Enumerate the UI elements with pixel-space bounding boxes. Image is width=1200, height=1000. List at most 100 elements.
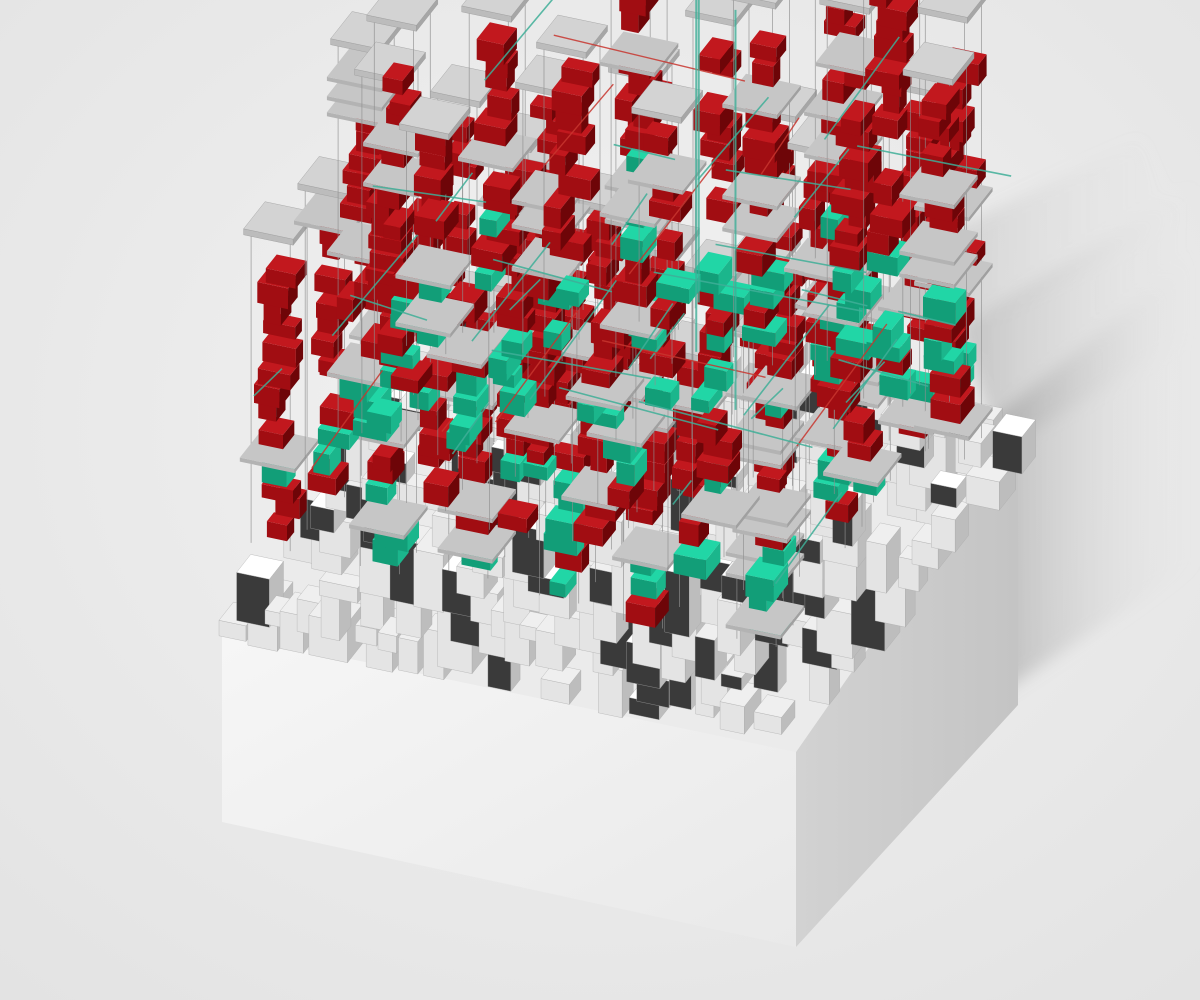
teal-module-right-face	[561, 323, 571, 351]
floor-slab-right-face	[954, 254, 978, 289]
red-module-left-face	[263, 301, 281, 326]
floor-slab-top-face	[349, 494, 428, 536]
red-module-right-face	[560, 191, 575, 230]
tower-stack	[899, 41, 978, 402]
red-module-right-face	[966, 298, 975, 330]
teal-module-right-face	[670, 381, 680, 411]
teal-module	[549, 567, 577, 598]
floor-slab-top-face	[722, 165, 801, 207]
roof-slab	[398, 96, 471, 141]
red-module-right-face	[444, 203, 459, 241]
teal-walkway	[653, 271, 863, 312]
red-module-left-face	[619, 0, 646, 17]
teal-module-left-face	[616, 461, 635, 487]
floor-slab-left-face	[586, 432, 642, 448]
red-module-right-face	[548, 380, 557, 409]
red-module-right-face	[791, 284, 801, 317]
red-module-right-face	[963, 107, 975, 143]
floor-slab-left-face	[326, 372, 382, 388]
red-module-right-face	[436, 398, 447, 431]
red-module-left-face	[257, 282, 289, 310]
red-module-left-face	[497, 513, 527, 534]
floor-slab-left-face	[326, 112, 382, 128]
red-module-left-face	[643, 133, 669, 157]
red-module-right-face	[392, 451, 405, 485]
red-module	[831, 178, 876, 219]
roof-slab-top-face	[366, 0, 437, 26]
red-module	[650, 292, 682, 331]
floor-slab-left-face	[565, 395, 621, 411]
red-module	[414, 197, 459, 241]
red-module-left-face	[869, 214, 903, 239]
red-module	[840, 99, 875, 137]
red-module-right-face	[978, 54, 987, 87]
red-module-left-face	[866, 231, 889, 256]
red-module-right-face	[583, 234, 592, 262]
base-right-face	[796, 433, 1018, 947]
red-module-top-face	[262, 332, 304, 349]
floor-slab-right-face	[450, 303, 474, 338]
teal-module-top-face	[872, 310, 904, 331]
red-module-right-face	[581, 80, 595, 117]
red-module-right-face	[335, 462, 349, 496]
teal-module-left-face	[923, 296, 956, 325]
red-module-left-face	[843, 420, 864, 444]
red-module-right-face	[674, 232, 683, 262]
teal-module-left-face	[867, 251, 898, 277]
roof-slab-right-face	[416, 0, 438, 32]
teal-module-right-face	[968, 343, 977, 371]
red-module-left-face	[382, 76, 403, 96]
teal-module-left-face	[745, 574, 774, 603]
floor-slab-left-face	[349, 433, 404, 449]
red-module-left-face	[829, 246, 860, 272]
red-module	[643, 121, 678, 157]
floor-slab-left-face	[878, 420, 933, 436]
red-module-right-face	[848, 492, 859, 523]
red-module-left-face	[526, 449, 544, 466]
floor-slab-left-face	[681, 513, 736, 530]
teal-walkway	[801, 288, 868, 307]
red-module-top-face	[921, 83, 960, 106]
red-module	[382, 62, 414, 96]
teal-module-left-face	[380, 349, 413, 370]
red-module-left-face	[756, 475, 780, 493]
floor-slab-left-face	[363, 142, 418, 158]
red-module-right-face	[902, 348, 912, 376]
floor-slab	[349, 494, 428, 540]
teal-module-left-face	[317, 428, 350, 451]
teal-walkway	[793, 148, 850, 218]
teal-walkway	[558, 386, 719, 431]
base-left-face	[222, 632, 796, 947]
floor-slab	[599, 31, 679, 77]
teal-module-left-face	[523, 462, 548, 481]
red-module-left-face	[258, 429, 283, 450]
red-module-right-face	[779, 470, 787, 493]
teal-module-right-face	[899, 334, 911, 363]
roof-slab-top-face	[917, 0, 982, 18]
teal-module-left-face	[545, 518, 574, 540]
red-module-top-face	[749, 30, 787, 49]
red-module-right-face	[290, 363, 300, 391]
red-module-right-face	[526, 504, 539, 534]
red-module-right-face	[503, 28, 517, 66]
floor-slab-right-face	[968, 406, 993, 441]
teal-module-left-face	[409, 389, 429, 412]
red-walkway	[628, 163, 715, 275]
red-module-left-face	[527, 274, 549, 301]
floor-slab-left-face	[816, 62, 871, 78]
red-module-left-face	[614, 98, 632, 123]
floor-slab-left-face	[725, 624, 781, 640]
red-module-top-face	[693, 91, 734, 115]
floor-slab-left-face	[239, 457, 295, 474]
teal-module-left-face	[500, 460, 520, 483]
red-module-top-face	[643, 121, 678, 139]
plinth-block-left-face	[719, 701, 745, 735]
floor-slab-left-face	[395, 322, 451, 338]
teal-walkway	[774, 491, 843, 585]
red-module	[497, 498, 539, 534]
teal-module-left-face	[556, 288, 579, 308]
teal-module-right-face	[565, 570, 577, 598]
red-module-left-face	[825, 6, 845, 26]
red-module-right-face	[762, 239, 776, 277]
